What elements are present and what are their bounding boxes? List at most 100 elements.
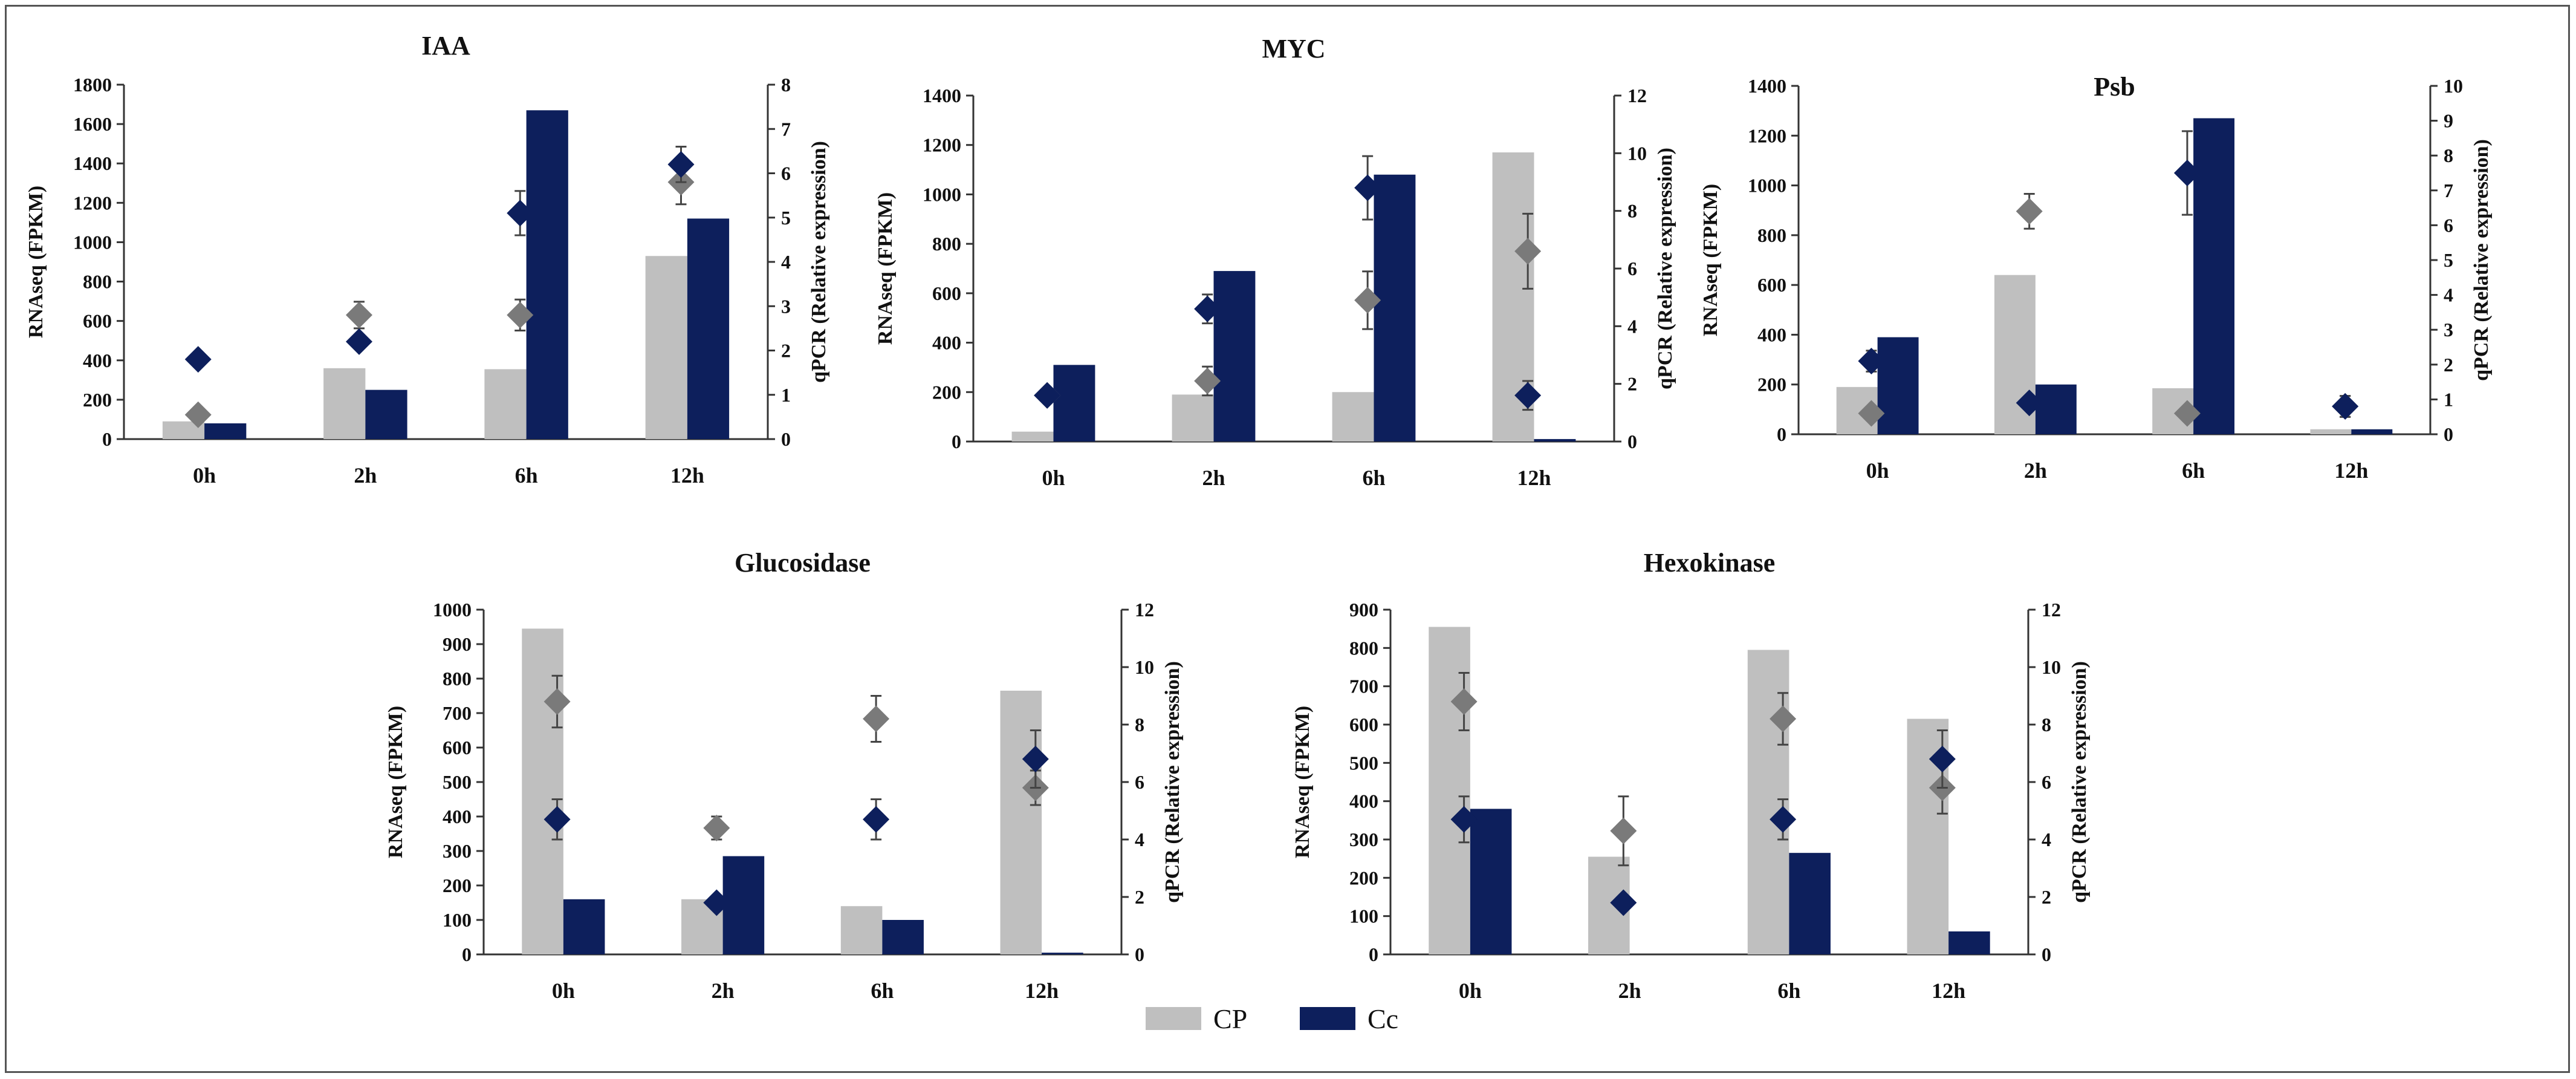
bar-cc (526, 110, 568, 440)
y2-tick-label: 6 (1135, 771, 1144, 793)
chart-panel-glucosidase: Glucosidase01002003004005006007008009001… (384, 548, 1184, 1003)
bar-cc (722, 856, 765, 954)
x-category-label: 0h (552, 979, 575, 1003)
chart-title: IAA (421, 31, 470, 60)
y2-tick-label: 7 (2444, 180, 2453, 201)
bar-cc (1534, 438, 1576, 442)
bar-cp (1011, 431, 1054, 442)
qpcr-marker-cp (2016, 198, 2043, 225)
y2-tick-label: 4 (1135, 829, 1144, 850)
y2-tick-label: 10 (1135, 656, 1154, 678)
y-tick-label: 200 (1757, 374, 1786, 396)
bar-cc (687, 218, 730, 439)
bar-cc (204, 423, 247, 439)
qpcr-marker-cc (1022, 746, 1049, 772)
y-tick-label: 700 (1349, 676, 1378, 697)
qpcr-marker-cp (184, 401, 212, 428)
qpcr-marker-cc (1514, 382, 1542, 409)
qpcr-marker-cc (1194, 295, 1221, 322)
y2-axis-label: qPCR (Relative expression) (2068, 661, 2091, 903)
y2-tick-label: 12 (1627, 85, 1647, 106)
bar-cc (882, 920, 924, 954)
x-category-label: 0h (1866, 458, 1889, 483)
qpcr-marker-cc (2332, 393, 2359, 420)
bar-cc (2351, 429, 2393, 434)
qpcr-marker-cp (863, 705, 890, 732)
y-tick-label: 200 (1349, 867, 1378, 888)
x-category-label: 0h (1459, 979, 1482, 1003)
chart-title: Glucosidase (735, 548, 871, 578)
y2-tick-label: 8 (2042, 714, 2051, 735)
legend-label: CP (1213, 1003, 1247, 1034)
y-tick-label: 900 (1349, 599, 1378, 621)
bar-cc (1213, 271, 1256, 442)
qpcr-marker-cc (1450, 806, 1478, 833)
bar-cp (323, 368, 366, 439)
qpcr-marker-cc (1034, 382, 1061, 409)
y2-tick-label: 2 (2042, 886, 2051, 908)
x-category-label: 12h (2334, 458, 2368, 483)
y-tick-label: 1800 (73, 74, 112, 96)
y-tick-label: 0 (1369, 944, 1378, 965)
y2-tick-label: 8 (1135, 714, 1144, 735)
y-tick-label: 1400 (1748, 75, 1786, 97)
y-axis-label: RNAseq (FPKM) (25, 186, 47, 338)
y-tick-label: 400 (443, 806, 472, 827)
y2-tick-label: 2 (1135, 886, 1144, 908)
y2-tick-label: 4 (2042, 829, 2051, 850)
y-tick-label: 400 (1757, 324, 1786, 345)
qpcr-marker-cc (1354, 174, 1381, 201)
x-category-label: 0h (1042, 466, 1065, 490)
y2-tick-label: 4 (1627, 315, 1637, 337)
y-axis-label: RNAseq (FPKM) (1291, 706, 1314, 858)
y2-tick-label: 0 (1135, 944, 1144, 965)
bar-cp (645, 256, 687, 439)
qpcr-marker-cp (1354, 287, 1381, 314)
x-category-label: 0h (193, 463, 216, 487)
y-tick-label: 400 (932, 332, 961, 354)
y2-tick-label: 1 (2444, 388, 2453, 410)
y-axis-label: RNAseq (FPKM) (1699, 184, 1722, 336)
y-tick-label: 300 (1349, 829, 1378, 850)
y-tick-label: 1400 (923, 85, 961, 106)
x-category-label: 12h (1025, 979, 1059, 1003)
chart-title: MYC (1262, 34, 1325, 64)
bar-cc (1789, 853, 1831, 954)
bar-cc (1470, 809, 1512, 954)
qpcr-marker-cc (345, 328, 372, 355)
x-category-label: 12h (1932, 979, 1965, 1003)
y2-tick-label: 8 (781, 74, 791, 96)
y2-tick-label: 12 (1135, 599, 1154, 621)
y-tick-label: 1000 (433, 599, 472, 621)
y-tick-label: 900 (443, 633, 472, 655)
x-category-label: 6h (1777, 979, 1800, 1003)
qpcr-marker-cc (543, 806, 571, 833)
bar-cp (840, 906, 883, 954)
x-category-label: 12h (1517, 466, 1551, 490)
qpcr-marker-cp (703, 815, 730, 841)
y-tick-label: 400 (83, 350, 112, 371)
y2-tick-label: 4 (2444, 284, 2453, 306)
qpcr-marker-cc (1929, 746, 1956, 772)
y-tick-label: 1000 (1748, 175, 1786, 197)
bar-cc (1053, 365, 1095, 442)
qpcr-marker-cp (1770, 705, 1797, 732)
legend-label: Cc (1367, 1003, 1398, 1034)
x-category-label: 6h (515, 463, 538, 487)
y-tick-label: 600 (1757, 274, 1786, 296)
y-tick-label: 1400 (73, 152, 112, 174)
y-tick-label: 1200 (1748, 125, 1786, 146)
y-tick-label: 1200 (923, 134, 961, 156)
y-tick-label: 100 (443, 909, 472, 931)
qpcr-marker-cc (1858, 348, 1885, 375)
chart-title: Psb (2094, 72, 2135, 102)
y-tick-label: 800 (443, 668, 472, 689)
y-tick-label: 600 (443, 737, 472, 758)
y2-tick-label: 0 (781, 428, 791, 450)
y-tick-label: 200 (443, 875, 472, 896)
legend-swatch-cp (1146, 1007, 1201, 1030)
chart-panel-iaa: IAA 0 200 400 600 800 1000 1200 1400 1600 1800 0 1 2 3… (25, 31, 830, 487)
y2-tick-label: 8 (1627, 200, 1637, 222)
y-tick-label: 400 (1349, 791, 1378, 812)
